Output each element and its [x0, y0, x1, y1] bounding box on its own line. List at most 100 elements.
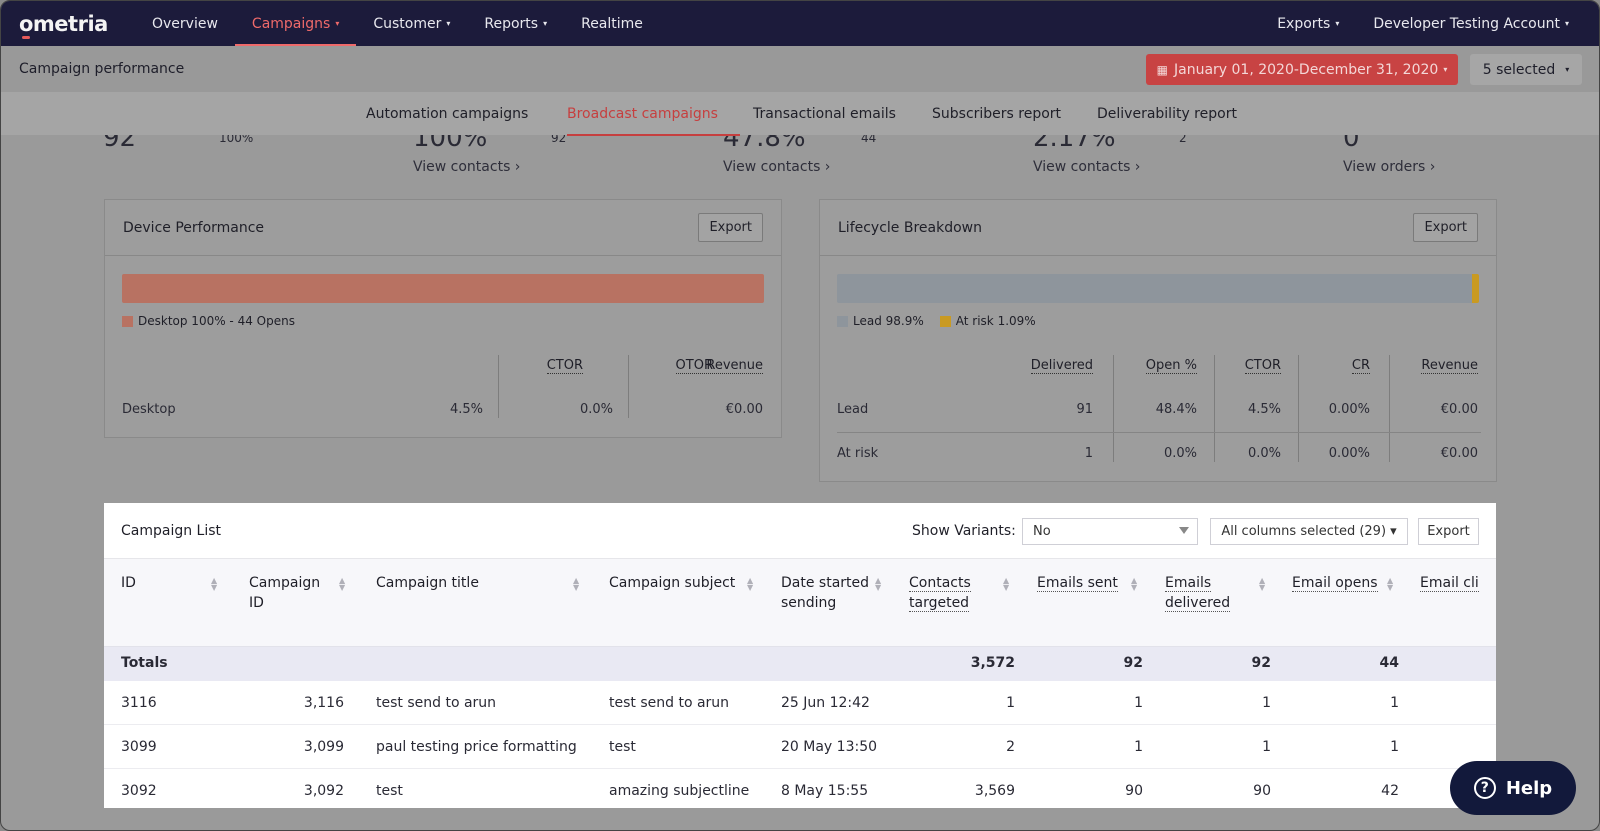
nav-realtime[interactable]: Realtime [564, 1, 660, 46]
row-campaign-subject: amazing subjectline [609, 783, 750, 799]
row-id: 3092 [121, 783, 157, 799]
column-divider [1298, 355, 1299, 462]
col-header-campaign-title[interactable]: Campaign title [376, 573, 556, 593]
row-sent: 90 [1125, 783, 1143, 799]
sort-icon[interactable]: ▲ ▼ [1259, 576, 1266, 592]
at-risk-legend-label: At risk 1.09% [955, 314, 1036, 328]
nav-overview-label: Overview [152, 15, 218, 32]
col-header-ctor[interactable]: CTOR [435, 358, 583, 374]
nav-exports-label: Exports [1277, 15, 1331, 32]
row-campaign-id: 3,092 [303, 783, 344, 799]
col-header-date-started[interactable]: Date started sending [781, 573, 876, 613]
lifecycle-export-button[interactable]: Export [1413, 213, 1478, 242]
tab-transactional-emails[interactable]: Transactional emails [753, 105, 896, 122]
col-header-cr-label: CR [1351, 358, 1370, 374]
nav-exports[interactable]: Exports ▾ [1260, 1, 1356, 46]
view-contacts-link[interactable]: View contacts › [1033, 159, 1141, 175]
sort-icon[interactable]: ▲ ▼ [573, 576, 580, 592]
col-header-emails-delivered[interactable]: Emails delivered [1165, 573, 1245, 613]
col-header-email-clicks-label: Email cli [1420, 575, 1479, 592]
col-header-email-opens-label: Email opens [1292, 575, 1378, 592]
tab-deliverability-report[interactable]: Deliverability report [1097, 105, 1237, 122]
row-campaign-title: test [376, 783, 403, 799]
lifecycle-row-cr: 0.00% [1328, 446, 1370, 461]
lifecycle-row-open: 0.0% [1163, 446, 1197, 461]
nav-customer[interactable]: Customer ▾ [356, 1, 467, 46]
view-orders-link[interactable]: View orders › [1343, 159, 1436, 175]
lifecycle-row-delivered: 1 [1084, 446, 1093, 461]
sort-icon[interactable]: ▲ ▼ [339, 576, 346, 592]
column-divider [1214, 355, 1215, 462]
chevron-down-icon: ▾ [1564, 19, 1569, 28]
totals-sent: 92 [1123, 655, 1143, 671]
totals-contacts: 3,572 [970, 655, 1015, 671]
top-nav: ometria Overview Campaigns ▾ Customer ▾ Re… [1, 1, 1599, 46]
view-contacts-link[interactable]: View contacts › [723, 159, 831, 175]
help-button[interactable]: ? Help [1450, 761, 1576, 815]
show-variants-label: Show Variants: [912, 523, 1016, 539]
col-header-ctor-label: CTOR [546, 358, 583, 374]
col-header-ctor[interactable]: CTOR [1212, 358, 1281, 374]
col-header-cr[interactable]: CR [1296, 358, 1370, 374]
sort-icon[interactable]: ▲ ▼ [875, 576, 882, 592]
table-row[interactable]: 3092 3,092 test amazing subjectline 8 Ma… [104, 769, 1496, 808]
col-header-delivered[interactable]: Delivered [1000, 358, 1093, 374]
sort-icon[interactable]: ▲ ▼ [1131, 576, 1138, 592]
table-row[interactable]: 3099 3,099 paul testing price formatting… [104, 725, 1496, 769]
show-variants-select[interactable]: No [1022, 518, 1198, 545]
col-header-campaign-subject[interactable]: Campaign subject [609, 573, 749, 593]
row-campaign-title: paul testing price formatting [376, 739, 577, 755]
campaign-export-button[interactable]: Export [1418, 518, 1479, 545]
row-opens: 1 [1390, 739, 1399, 755]
sort-icon[interactable]: ▲ ▼ [1003, 576, 1010, 592]
lifecycle-row-label: At risk [837, 446, 879, 461]
row-contacts: 1 [1006, 695, 1015, 711]
col-header-revenue[interactable]: Revenue [1421, 358, 1478, 374]
row-sent: 1 [1134, 739, 1143, 755]
col-header-emails-sent-label: Emails sent [1037, 575, 1118, 592]
col-header-contacts-targeted-label: Contacts targeted [909, 575, 971, 612]
columns-selector-button[interactable]: All columns selected (29) ▾ [1210, 518, 1408, 545]
col-header-campaign-id[interactable]: Campaign ID [249, 573, 329, 613]
sort-icon[interactable]: ▲ ▼ [747, 576, 754, 592]
lead-share-bar [837, 274, 1472, 303]
col-header-campaign-title-label: Campaign title [376, 575, 479, 591]
nav-overview[interactable]: Overview [135, 1, 235, 46]
lifecycle-row-delivered: 91 [1076, 402, 1093, 417]
nav-reports[interactable]: Reports ▾ [467, 1, 564, 46]
lifecycle-card-header: Lifecycle Breakdown Export [820, 200, 1496, 256]
nav-account[interactable]: Developer Testing Account ▾ [1356, 1, 1599, 46]
col-header-id[interactable]: ID [121, 573, 201, 593]
row-date-started: 25 Jun 12:42 [781, 695, 870, 711]
tab-subscribers-report[interactable]: Subscribers report [932, 105, 1062, 122]
row-delivered: 1 [1262, 739, 1271, 755]
col-header-date-started-label: Date started sending [781, 575, 870, 611]
lead-swatch [837, 315, 848, 327]
table-row[interactable]: 3116 3,116 test send to arun test send t… [104, 681, 1496, 725]
col-header-contacts-targeted[interactable]: Contacts targeted [909, 573, 989, 613]
device-card-title: Device Performance [123, 219, 265, 236]
tab-automation-campaigns[interactable]: Automation campaigns [366, 105, 529, 122]
device-export-button[interactable]: Export [698, 213, 763, 242]
tab-broadcast-campaigns[interactable]: Broadcast campaigns [567, 92, 740, 136]
ometria-logo[interactable]: ometria [19, 12, 119, 39]
col-header-ctor-label: CTOR [1244, 358, 1281, 374]
stat-count-clicks: 2 [1179, 131, 1187, 145]
col-header-emails-sent[interactable]: Emails sent [1037, 573, 1132, 593]
col-header-email-opens[interactable]: Email opens [1292, 573, 1392, 593]
col-header-open[interactable]: Open % [1110, 358, 1197, 374]
col-header-otor[interactable]: OTOR [605, 358, 713, 374]
date-range-picker[interactable]: ▦ January 01, 2020-December 31, 2020 ▾ [1146, 54, 1458, 85]
lifecycle-row-revenue: €0.00 [1440, 402, 1478, 417]
column-divider [1389, 355, 1390, 462]
row-date-started: 20 May 13:50 [781, 739, 878, 755]
nav-campaigns[interactable]: Campaigns ▾ [234, 1, 357, 46]
totals-opens: 44 [1379, 655, 1399, 671]
view-contacts-link[interactable]: View contacts › [413, 159, 521, 175]
selection-dropdown[interactable]: 5 selected ▾ [1470, 54, 1582, 85]
sort-icon[interactable]: ▲ ▼ [211, 576, 218, 592]
col-header-revenue-wrap[interactable]: Revenue [706, 358, 763, 374]
sort-icon[interactable]: ▲ ▼ [1387, 576, 1394, 592]
col-header-email-clicks[interactable]: Email cli [1420, 573, 1496, 593]
